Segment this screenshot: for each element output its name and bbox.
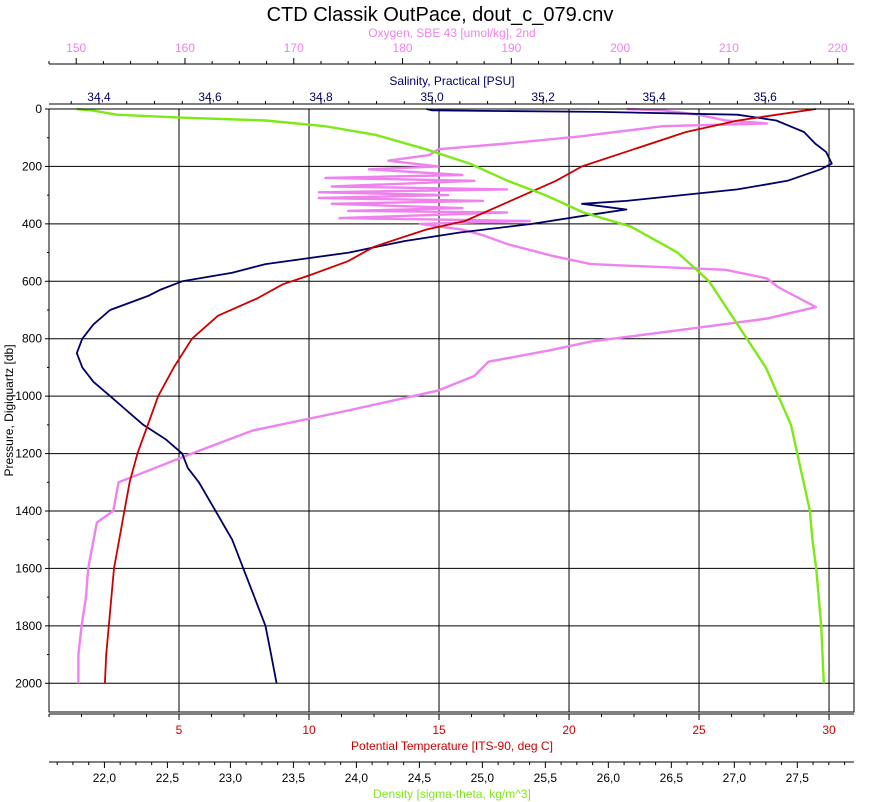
- x-axis-oxygen: 150 160 170 180 190 200 210 220 Oxygen, SBE 43 […: [48, 26, 854, 65]
- x-tick-label-temperature: 15: [432, 723, 446, 737]
- series-line-density: [76, 107, 825, 684]
- y-tick-label: 2000: [15, 676, 42, 690]
- x-axis-title-oxygen: Oxygen, SBE 43 [umol/kg], 2nd: [368, 26, 535, 40]
- y-tick-label: 0: [35, 102, 42, 116]
- x-tick-label-temperature: 20: [562, 723, 576, 737]
- x-tick-label-salinity: 35,4: [642, 90, 666, 104]
- x-tick-label-salinity: 34,4: [87, 90, 111, 104]
- x-tick-label-density: 24,5: [408, 771, 432, 785]
- x-tick-label-oxygen: 220: [828, 41, 848, 55]
- y-tick-label: 600: [22, 274, 42, 288]
- x-tick-label-density: 24,0: [345, 771, 369, 785]
- y-tick-label: 1000: [15, 389, 42, 403]
- x-tick-label-oxygen: 200: [610, 41, 630, 55]
- y-tick-label: 200: [22, 159, 42, 173]
- x-tick-label-density: 26,0: [597, 771, 621, 785]
- y-tick-label: 1400: [15, 504, 42, 518]
- x-tick-label-density: 22,0: [93, 771, 117, 785]
- x-tick-label-oxygen: 180: [393, 41, 413, 55]
- x-tick-label-density: 25,0: [471, 771, 495, 785]
- x-tick-label-salinity: 34,6: [198, 90, 222, 104]
- y-tick-label: 1600: [15, 561, 42, 575]
- y-tick-label: 800: [22, 332, 42, 346]
- x-tick-label-salinity: 34,8: [309, 90, 333, 104]
- x-axis-title-density: Density [sigma-theta, kg/m^3]: [373, 787, 531, 801]
- chart-title: CTD Classik OutPace, dout_c_079.cnv: [267, 4, 614, 26]
- x-tick-label-salinity: 35,0: [420, 90, 444, 104]
- x-axis-salinity: 34,4 34,6 34,8 35,0 35,2 35,4 35,6 Salinity, Pr…: [49, 74, 854, 105]
- x-tick-label-salinity: 35,2: [531, 90, 555, 104]
- y-axis-title: Pressure, Digiquartz [db]: [2, 344, 16, 476]
- x-tick-label-oxygen: 190: [501, 41, 521, 55]
- x-tick-label-oxygen: 150: [66, 41, 86, 55]
- plot-frame: [48, 108, 855, 713]
- y-tick-label: 400: [22, 217, 42, 231]
- x-tick-label-temperature: 30: [822, 723, 836, 737]
- y-tick-label: 1800: [15, 619, 42, 633]
- series-layer: [75, 107, 833, 684]
- x-tick-label-temperature: 5: [176, 723, 183, 737]
- x-axis-title-temperature: Potential Temperature [ITS-90, deg C]: [351, 739, 553, 753]
- x-tick-label-density: 27,5: [786, 771, 810, 785]
- series-line-salinity: [75, 108, 833, 684]
- x-tick-label-density: 27,0: [723, 771, 747, 785]
- x-axis-temperature: 5 10 15 20 25 30 Potential Temperature [ITS-90…: [48, 713, 854, 753]
- x-tick-label-oxygen: 160: [175, 41, 195, 55]
- x-tick-label-density: 23,5: [282, 771, 306, 785]
- x-axis-title-salinity: Salinity, Practical [PSU]: [389, 74, 514, 88]
- series-line-temperature: [104, 108, 817, 684]
- x-tick-label-density: 22,5: [156, 771, 180, 785]
- series-line-oxygen: [77, 107, 818, 684]
- x-tick-label-oxygen: 210: [719, 41, 739, 55]
- x-tick-label-density: 23,0: [219, 771, 243, 785]
- x-tick-label-temperature: 25: [692, 723, 706, 737]
- axes-layer: 0 200 400 600 800 1000 1200 1400 1600 1800 2000 Pre…: [2, 26, 854, 801]
- y-tick-label: 1200: [15, 447, 42, 461]
- grid: [49, 108, 854, 712]
- x-tick-label-density: 26,5: [660, 771, 684, 785]
- x-tick-label-temperature: 10: [302, 723, 316, 737]
- x-tick-label-oxygen: 170: [284, 41, 304, 55]
- x-axis-density: 22,0 22,5 23,0 23,5 24,0 24,5 25,0 25,5 26,0 26,5…: [49, 761, 854, 801]
- x-tick-label-salinity: 35,6: [753, 90, 777, 104]
- x-tick-label-density: 25,5: [534, 771, 558, 785]
